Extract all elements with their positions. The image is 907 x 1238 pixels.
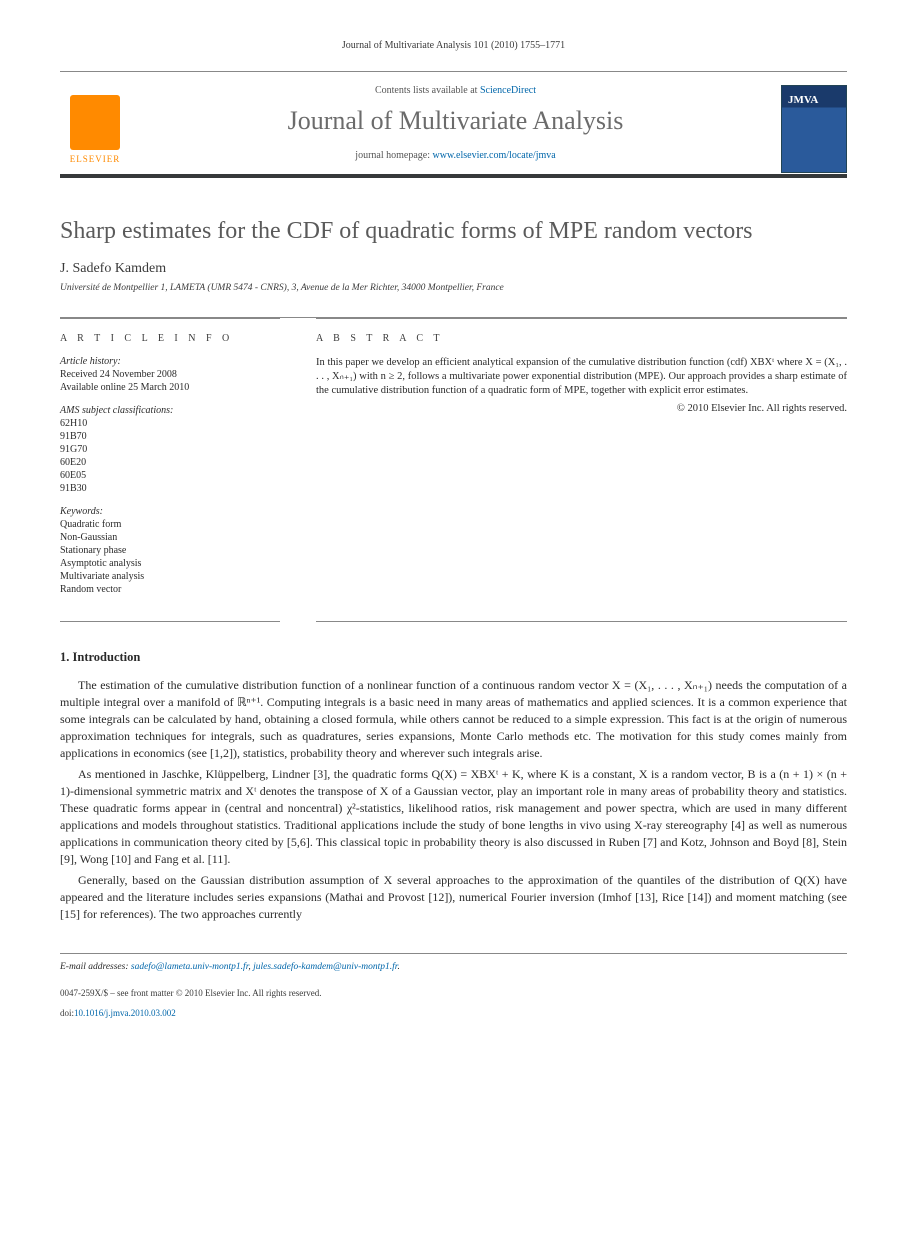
elsevier-wordmark: ELSEVIER — [70, 154, 121, 164]
keywords-group: Keywords: Quadratic form Non-Gaussian St… — [60, 506, 280, 595]
email-link[interactable]: sadefo@lameta.univ-montp1.fr — [131, 962, 248, 972]
journal-title: Journal of Multivariate Analysis — [148, 106, 763, 136]
keywords-head: Keywords: — [60, 506, 280, 517]
abstract-heading: A B S T R A C T — [316, 333, 847, 344]
keyword: Quadratic form — [60, 519, 280, 530]
journal-header: ELSEVIER Contents lists available at Sci… — [60, 71, 847, 178]
history-item: Available online 25 March 2010 — [60, 382, 280, 393]
elsevier-logo: ELSEVIER — [60, 84, 130, 174]
doi-line: doi:10.1016/j.jmva.2010.03.002 — [60, 1008, 847, 1018]
contents-line: Contents lists available at ScienceDirec… — [148, 85, 763, 96]
frontmatter-line: 0047-259X/$ – see front matter © 2010 El… — [60, 988, 847, 998]
section-heading: 1. Introduction — [60, 650, 847, 665]
body-paragraph: As mentioned in Jaschke, Klüppelberg, Li… — [60, 766, 847, 868]
page-footer: E-mail addresses: sadefo@lameta.univ-mon… — [60, 953, 847, 1018]
article-info-column: A R T I C L E I N F O Article history: R… — [60, 318, 280, 622]
history-item: Received 24 November 2008 — [60, 369, 280, 380]
running-head: Journal of Multivariate Analysis 101 (20… — [60, 40, 847, 51]
abstract-copyright: © 2010 Elsevier Inc. All rights reserved… — [316, 403, 847, 414]
email-link[interactable]: jules.sadefo-kamdem@univ-montp1.fr — [253, 962, 397, 972]
elsevier-tree-icon — [70, 95, 120, 150]
ams-head: AMS subject classifications: — [60, 405, 280, 416]
author-affiliation: Université de Montpellier 1, LAMETA (UMR… — [60, 283, 847, 293]
article-info-heading: A R T I C L E I N F O — [60, 333, 280, 344]
ams-item: 60E20 — [60, 457, 280, 468]
article-title: Sharp estimates for the CDF of quadratic… — [60, 218, 847, 245]
doi-link[interactable]: 10.1016/j.jmva.2010.03.002 — [74, 1008, 176, 1018]
ams-item: 91B30 — [60, 483, 280, 494]
keyword: Multivariate analysis — [60, 571, 280, 582]
info-abstract-row: A R T I C L E I N F O Article history: R… — [60, 317, 847, 622]
abstract-text: In this paper we develop an efficient an… — [316, 356, 847, 399]
email-label: E-mail addresses: — [60, 962, 131, 972]
ams-item: 91G70 — [60, 444, 280, 455]
abstract-column: A B S T R A C T In this paper we develop… — [316, 318, 847, 622]
ams-item: 62H10 — [60, 418, 280, 429]
email-line: E-mail addresses: sadefo@lameta.univ-mon… — [60, 962, 847, 972]
ams-item: 60E05 — [60, 470, 280, 481]
keyword: Asymptotic analysis — [60, 558, 280, 569]
keyword: Random vector — [60, 584, 280, 595]
doi-prefix: doi: — [60, 1008, 74, 1018]
body-paragraph: Generally, based on the Gaussian distrib… — [60, 872, 847, 923]
journal-cover-thumb — [781, 85, 847, 173]
ams-group: AMS subject classifications: 62H10 91B70… — [60, 405, 280, 494]
contents-prefix: Contents lists available at — [375, 85, 480, 96]
sciencedirect-link[interactable]: ScienceDirect — [480, 85, 536, 96]
article-history-group: Article history: Received 24 November 20… — [60, 356, 280, 393]
ams-item: 91B70 — [60, 431, 280, 442]
author-name: J. Sadefo Kamdem — [60, 261, 847, 277]
homepage-link[interactable]: www.elsevier.com/locate/jmva — [433, 150, 556, 161]
homepage-line: journal homepage: www.elsevier.com/locat… — [148, 150, 763, 161]
keyword: Non-Gaussian — [60, 532, 280, 543]
header-center: Contents lists available at ScienceDirec… — [148, 85, 763, 173]
body-paragraph: The estimation of the cumulative distrib… — [60, 677, 847, 762]
keyword: Stationary phase — [60, 545, 280, 556]
homepage-prefix: journal homepage: — [355, 150, 432, 161]
history-head: Article history: — [60, 356, 280, 367]
